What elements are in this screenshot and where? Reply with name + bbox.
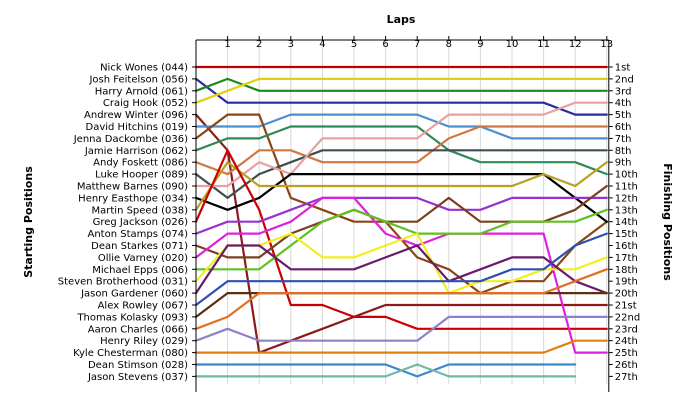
finish-position-label: 9th [615, 158, 632, 169]
finish-position-label: 18th [615, 265, 638, 276]
series-line [194, 113, 608, 140]
starting-driver-label: Anton Stamps (074) [88, 229, 189, 240]
axes [192, 36, 613, 392]
finish-position-label: 19th [615, 277, 638, 288]
finish-position-label: 5th [615, 110, 632, 121]
finish-position-label: 10th [615, 170, 638, 181]
finish-position-label: 15th [615, 229, 638, 240]
series-line [194, 208, 608, 271]
series-line [194, 77, 608, 92]
starting-driver-label: Luke Hooper (089) [95, 170, 188, 181]
labels: 1 2 3 4 5 6 7 8 9 10 11 12 131st2nd3rd4th5th6th7th8t… [58, 39, 640, 383]
series-line [194, 101, 608, 188]
starting-driver-label: Jason Stevens (037) [87, 372, 188, 383]
starting-driver-label: Martin Speed (038) [92, 205, 189, 216]
lap-tick-label: 7 [414, 39, 420, 50]
finish-position-label: 13th [615, 205, 638, 216]
starting-driver-label: David Hitchins (019) [86, 122, 189, 133]
starting-driver-label: Nick Wones (044) [100, 63, 188, 74]
lap-tick-label: 10 [506, 39, 519, 50]
series-line [194, 339, 608, 354]
starting-driver-label: Josh Feitelson (056) [88, 74, 188, 85]
series-line [194, 244, 608, 295]
starting-driver-label: Harry Arnold (061) [95, 86, 188, 97]
series-line [194, 77, 608, 116]
finish-position-label: 1st [615, 63, 631, 74]
lap-tick-label: 11 [537, 39, 550, 50]
series-line [194, 232, 608, 295]
series-line [194, 125, 608, 176]
series-line [194, 363, 577, 378]
finish-position-label: 12th [615, 193, 638, 204]
series-line [194, 173, 608, 223]
starting-driver-label: Dean Starkes (071) [91, 241, 188, 252]
starting-driver-label: Jason Gardener (060) [80, 289, 188, 300]
starting-driver-label: Aaron Charles (066) [88, 324, 188, 335]
y-axis-label-right: Finishing Positions [661, 163, 674, 281]
series-line [194, 149, 608, 199]
series-line [194, 149, 608, 330]
starting-driver-label: Jenna Dackombe (036) [73, 134, 188, 145]
lap-tick-label: 1 [224, 39, 230, 50]
starting-driver-label: Matthew Barnes (090) [77, 182, 188, 193]
lap-tick-label: 5 [351, 39, 357, 50]
finish-position-label: 23rd [615, 324, 638, 335]
series-line [194, 113, 608, 295]
starting-driver-label: Alex Rowley (067) [98, 301, 189, 312]
starting-driver-label: Dean Stimson (028) [88, 360, 188, 371]
starting-driver-label: Michael Epps (006) [92, 265, 188, 276]
starting-driver-label: Henry Easthope (034) [78, 193, 188, 204]
finish-position-label: 2nd [615, 74, 634, 85]
y-axis-label-left: Starting Positions [22, 166, 35, 278]
finish-position-label: 4th [615, 98, 632, 109]
chart-title: Laps [387, 13, 416, 26]
finish-position-label: 16th [615, 241, 638, 252]
series-line [194, 232, 608, 307]
finish-position-label: 21st [615, 301, 637, 312]
finish-position-label: 11th [615, 182, 638, 193]
lap-tick-label: 8 [446, 39, 452, 50]
starting-driver-label: Craig Hook (052) [103, 98, 188, 109]
lap-tick-label: 4 [319, 39, 325, 50]
starting-driver-label: Kyle Chesterman (080) [73, 348, 188, 359]
series-line [194, 113, 608, 354]
finish-position-label: 27th [615, 372, 638, 383]
finish-position-label: 14th [615, 217, 638, 228]
series-line [194, 77, 608, 104]
lap-tick-label: 3 [288, 39, 294, 50]
finish-position-label: 20th [615, 289, 638, 300]
finish-position-label: 25th [615, 348, 638, 359]
lap-tick-label: 12 [569, 39, 582, 50]
lap-tick-label: 13 [600, 39, 613, 50]
finish-position-label: 17th [615, 253, 638, 264]
starting-driver-label: Andrew Winter (096) [84, 110, 188, 121]
finish-position-label: 7th [615, 134, 632, 145]
starting-driver-label: Jamie Harrison (062) [84, 146, 188, 157]
lap-tick-label: 2 [256, 39, 262, 50]
starting-driver-label: Henry Riley (029) [100, 336, 188, 347]
lap-tick-label: 6 [382, 39, 388, 50]
series-lines [194, 65, 608, 378]
finish-position-label: 22nd [615, 312, 640, 323]
finish-position-label: 3rd [615, 86, 632, 97]
series-line [194, 315, 608, 342]
starting-driver-label: Greg Jackson (026) [93, 217, 189, 228]
series-line [194, 161, 608, 211]
finish-position-label: 24th [615, 336, 638, 347]
starting-driver-label: Thomas Kolasky (093) [76, 312, 188, 323]
finish-position-label: 6th [615, 122, 632, 133]
series-line [194, 363, 577, 378]
starting-driver-label: Ollie Varney (020) [98, 253, 188, 264]
series-line [194, 125, 608, 176]
grid [227, 40, 608, 385]
starting-driver-label: Steven Brotherhood (031) [58, 277, 188, 288]
lap-tick-label: 9 [477, 39, 483, 50]
finish-position-label: 26th [615, 360, 638, 371]
starting-driver-label: Andy Foskett (086) [93, 158, 188, 169]
series-line [194, 196, 608, 235]
series-line [194, 268, 608, 330]
finish-position-label: 8th [615, 146, 632, 157]
